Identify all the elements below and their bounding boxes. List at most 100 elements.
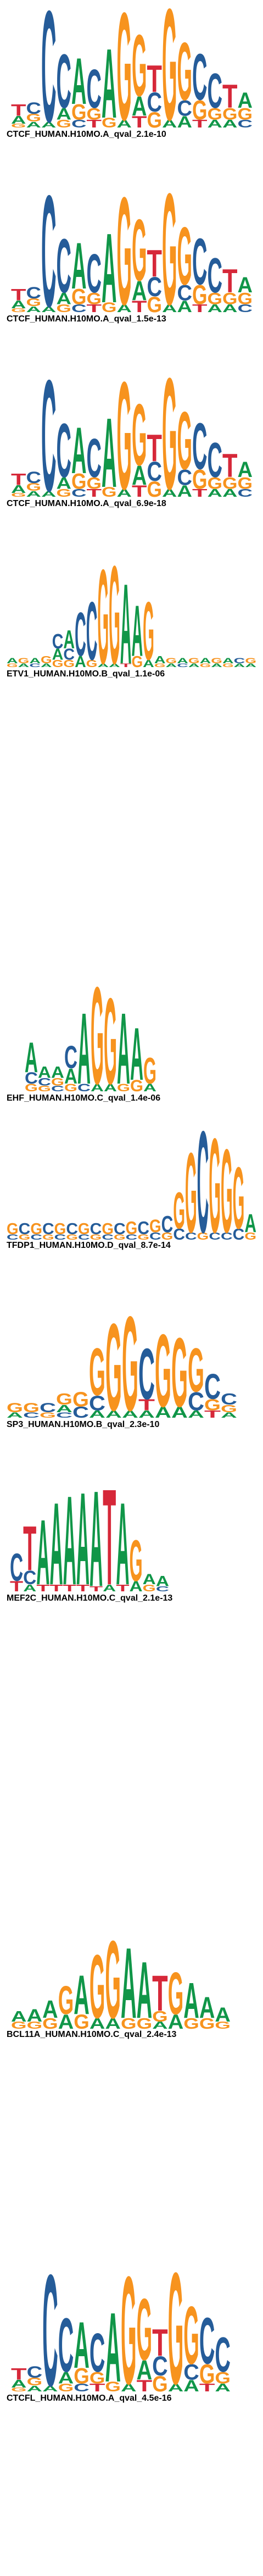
logo-letter-c: C: [177, 281, 193, 306]
logo-letter-a: A: [215, 2381, 231, 2394]
logo-letter-g: G: [117, 1082, 130, 1093]
logo-letter-g: G: [177, 395, 192, 487]
logo-letter-g: G: [105, 1298, 122, 1437]
logo-letter-a: A: [26, 120, 42, 130]
logo-letter-t: T: [89, 1585, 103, 1593]
logo-letter-g: G: [192, 465, 207, 495]
logo-letter-c: C: [41, 347, 56, 525]
logo-letter-a: A: [41, 490, 57, 499]
logo-letter-a: A: [71, 229, 87, 303]
logo-letter-a: A: [63, 1470, 76, 1612]
logo-letter-a: A: [74, 1965, 89, 2027]
logo-letter-c: C: [42, 2241, 58, 2419]
logo-letter-c: C: [78, 1233, 90, 1241]
logo-letter-g: G: [215, 2369, 231, 2388]
logo-letter-g: G: [57, 118, 71, 130]
logo-letter-g: G: [11, 307, 26, 314]
logo-letter-t: T: [11, 286, 26, 304]
logo-letter-c: C: [149, 1230, 161, 1242]
logo-letter-g: G: [192, 280, 207, 310]
logo-letter-a: A: [143, 1081, 156, 1093]
logo-letter-a: A: [26, 490, 42, 499]
logo-letter-c: C: [238, 487, 253, 499]
logo-letter-a: A: [75, 653, 86, 671]
logo-letter-c: C: [126, 1233, 138, 1241]
logo-letter-g: G: [154, 663, 166, 668]
logo-letter-c: C: [208, 247, 223, 303]
logo-letter-g: G: [152, 2372, 168, 2397]
logo-letter-a: A: [222, 657, 234, 665]
logo-letter-a: A: [23, 1583, 36, 1594]
logo-letter-a: A: [188, 1408, 204, 1420]
logo-letter-g: G: [89, 1335, 105, 1410]
logo-letter-a: A: [177, 113, 192, 131]
logo-letter-g: G: [152, 2008, 168, 2025]
logo-letter-a: A: [121, 1928, 137, 2040]
logo-letter-a: A: [208, 302, 223, 314]
logo-letter-a: A: [143, 658, 154, 670]
logo-letter-a: A: [11, 114, 26, 126]
logo-letter-a: A: [244, 1209, 256, 1239]
logo-letter-c: C: [137, 1217, 149, 1238]
logo-letter-a: A: [50, 1479, 63, 1610]
logo-letter-g: G: [57, 303, 71, 315]
logo-letter-c: C: [185, 1230, 197, 1242]
logo-letter-c: C: [74, 2381, 89, 2394]
logo-letter-c: C: [114, 1221, 126, 1238]
logo-letter-g: G: [208, 289, 222, 308]
logo-letter-c: C: [173, 1226, 185, 1243]
logo-letter-a: A: [222, 487, 238, 499]
logo-letter-c: C: [77, 1081, 91, 1093]
logo-letter-c: C: [234, 657, 245, 665]
logo-letter-c: C: [238, 118, 253, 130]
logo-letter-a: A: [177, 298, 192, 316]
logo-letter-a: A: [89, 1462, 103, 1615]
logo-letter-a: A: [117, 118, 132, 130]
logo-letter-a: A: [29, 657, 41, 665]
logo-letter-c: C: [72, 1404, 89, 1422]
logo-letter-g: G: [58, 2381, 74, 2394]
logo-letter-t: T: [89, 2381, 105, 2394]
logo-letter-g: G: [143, 1050, 156, 1092]
logo-letter-t: T: [116, 1583, 130, 1594]
logo-letter-a: A: [177, 482, 192, 501]
logo-letter-a: A: [208, 118, 223, 130]
logo-letter-t: T: [132, 297, 147, 316]
logo-letter-a: A: [57, 474, 71, 492]
logo-letter-c: C: [221, 1230, 233, 1242]
logo-letter-g: G: [7, 1400, 23, 1415]
logo-letter-a: A: [200, 657, 211, 665]
logo-letter-g: G: [87, 474, 102, 492]
logo-letter-a: A: [162, 118, 177, 130]
logo-letter-g: G: [162, 0, 177, 153]
logo-letter-g: G: [18, 657, 30, 665]
logo-letter-a: A: [117, 992, 130, 1106]
logo-letter-a: A: [122, 1408, 138, 1420]
motif-label: CTCF_HUMAN.H10MO.A_qval_6.9e-18: [7, 499, 166, 508]
logo-letter-g: G: [11, 2020, 27, 2031]
logo-letter-c: C: [71, 118, 87, 130]
logo-letter-t: T: [76, 1583, 90, 1594]
logo-letter-g: G: [64, 1082, 77, 1093]
logo-letter-t: T: [147, 427, 163, 469]
logo-letter-g: G: [183, 2015, 199, 2032]
logo-letter-a: A: [42, 1996, 58, 2024]
logo-letter-a: A: [221, 1411, 237, 1419]
logo-letter-t: T: [222, 79, 237, 115]
motif-label: BCL11A_HUMAN.H10MO.C_qval_2.4e-13: [7, 2030, 177, 2039]
logo-letter-g: G: [188, 657, 200, 665]
logo-letter-g: G: [143, 585, 154, 678]
logo-letter-c: C: [57, 407, 72, 493]
logo-letter-c: C: [87, 428, 102, 489]
logo-letter-c: C: [161, 1211, 174, 1237]
logo-letter-a: A: [222, 302, 238, 314]
logo-letter-g: G: [63, 658, 75, 669]
logo-letter-c: C: [64, 1040, 77, 1075]
